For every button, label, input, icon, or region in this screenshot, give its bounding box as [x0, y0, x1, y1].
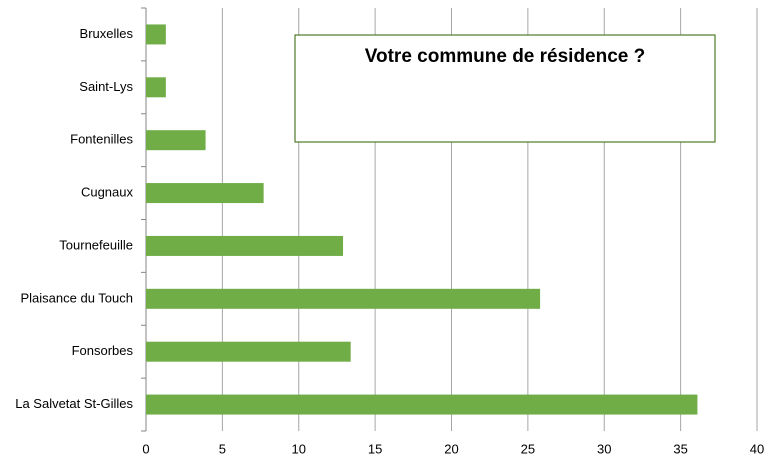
bar	[146, 341, 351, 362]
y-tick-label: Fonsorbes	[72, 343, 134, 358]
bar	[146, 130, 206, 151]
x-tick-label: 5	[219, 441, 226, 456]
title-box	[294, 34, 716, 143]
y-tick-label: Bruxelles	[80, 26, 134, 41]
x-tick-label: 35	[673, 441, 687, 456]
x-tick-label: 15	[368, 441, 382, 456]
x-tick-label: 30	[597, 441, 611, 456]
y-tick-label: Fontenilles	[70, 132, 133, 147]
y-tick-label: Tournefeuille	[59, 237, 133, 252]
bar	[146, 77, 166, 98]
x-tick-label: 25	[521, 441, 535, 456]
y-tick-label: Saint-Lys	[79, 79, 133, 94]
y-tick-label: Plaisance du Touch	[20, 290, 133, 305]
x-tick-label: 0	[142, 441, 149, 456]
bar	[146, 235, 344, 256]
bar	[146, 24, 166, 45]
bar	[146, 183, 264, 204]
chart-title: Votre commune de résidence ?	[365, 46, 646, 67]
x-tick-label: 10	[292, 441, 306, 456]
bar	[146, 394, 698, 415]
y-tick-label: La Salvetat St-Gilles	[15, 396, 133, 411]
y-tick-label: Cugnaux	[81, 185, 134, 200]
x-tick-label: 40	[750, 441, 764, 456]
bar	[146, 288, 541, 309]
x-tick-label: 20	[444, 441, 458, 456]
